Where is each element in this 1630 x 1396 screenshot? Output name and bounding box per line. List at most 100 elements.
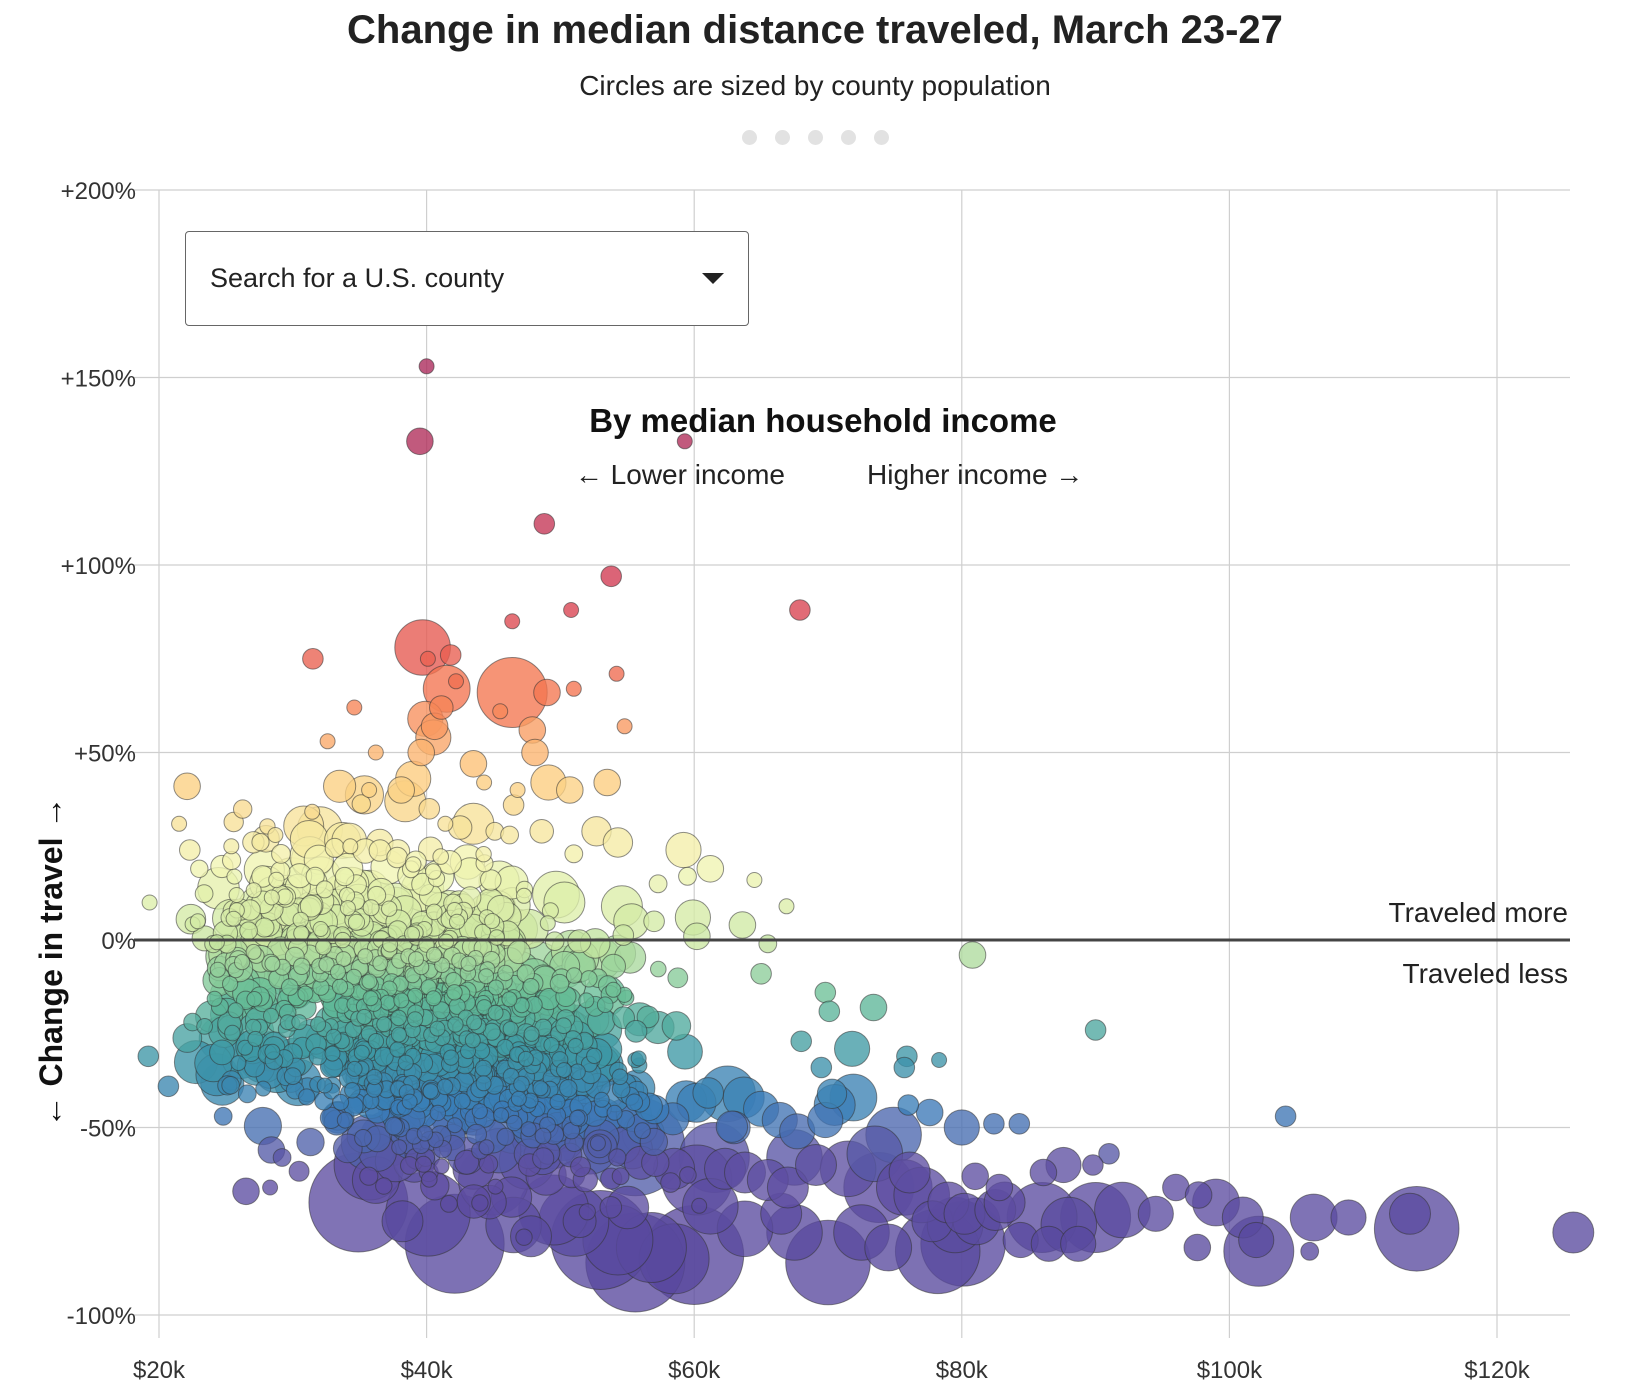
county-bubble[interactable] xyxy=(1238,1221,1275,1259)
county-bubble[interactable] xyxy=(224,1024,241,1042)
county-bubble[interactable] xyxy=(520,1121,537,1138)
county-bubble[interactable] xyxy=(515,1228,533,1246)
county-bubble[interactable] xyxy=(758,934,778,954)
county-bubble[interactable] xyxy=(602,827,634,858)
county-bubble[interactable] xyxy=(433,1158,450,1175)
county-bubble[interactable] xyxy=(475,1075,492,1092)
county-bubble[interactable] xyxy=(692,1077,725,1109)
county-bubble[interactable] xyxy=(421,1171,438,1188)
county-bubble[interactable] xyxy=(407,738,436,767)
county-bubble[interactable] xyxy=(1330,1199,1367,1236)
county-bubble[interactable] xyxy=(221,1076,240,1095)
county-bubble[interactable] xyxy=(357,948,374,965)
county-bubble[interactable] xyxy=(339,900,356,917)
county-bubble[interactable] xyxy=(506,1114,523,1132)
county-bubble[interactable] xyxy=(608,665,625,682)
county-bubble[interactable] xyxy=(447,1016,464,1033)
county-bubble[interactable] xyxy=(356,1008,373,1025)
county-bubble[interactable] xyxy=(728,911,757,939)
county-bubble[interactable] xyxy=(958,941,987,969)
county-bubble[interactable] xyxy=(353,1044,370,1061)
county-bubble[interactable] xyxy=(474,1059,493,1077)
county-bubble[interactable] xyxy=(362,899,380,917)
county-bubble[interactable] xyxy=(634,1122,651,1140)
county-bubble[interactable] xyxy=(766,1166,809,1209)
county-bubble[interactable] xyxy=(268,871,285,889)
county-bubble[interactable] xyxy=(157,1075,180,1098)
county-bubble[interactable] xyxy=(189,913,206,930)
county-bubble[interactable] xyxy=(234,954,251,971)
county-bubble[interactable] xyxy=(251,833,270,852)
county-bubble[interactable] xyxy=(500,825,520,845)
county-bubble[interactable] xyxy=(596,996,614,1014)
county-bubble[interactable] xyxy=(814,981,837,1004)
county-bubble[interactable] xyxy=(310,1016,327,1033)
county-bubble[interactable] xyxy=(504,613,521,630)
county-bubble[interactable] xyxy=(418,358,435,375)
county-bubble[interactable] xyxy=(502,794,525,816)
county-bubble[interactable] xyxy=(225,910,242,927)
county-bubble[interactable] xyxy=(429,1020,446,1037)
county-bubble[interactable] xyxy=(425,863,442,880)
county-bubble[interactable] xyxy=(578,1203,596,1221)
county-bubble[interactable] xyxy=(390,1026,407,1043)
county-bubble[interactable] xyxy=(384,1116,404,1136)
county-bubble[interactable] xyxy=(665,831,702,869)
county-bubble[interactable] xyxy=(556,776,584,804)
county-bubble[interactable] xyxy=(372,955,389,972)
county-bubble[interactable] xyxy=(298,1088,316,1106)
county-bubble[interactable] xyxy=(599,1196,623,1219)
county-bubble[interactable] xyxy=(196,1018,214,1035)
county-bubble[interactable] xyxy=(449,913,465,930)
county-bubble[interactable] xyxy=(323,769,357,803)
county-bubble[interactable] xyxy=(543,1037,560,1053)
pager-dot[interactable] xyxy=(840,130,856,145)
county-bubble[interactable] xyxy=(605,981,622,998)
county-bubble[interactable] xyxy=(263,1007,279,1024)
county-bubble[interactable] xyxy=(312,921,329,937)
county-bubble[interactable] xyxy=(206,990,223,1007)
county-bubble[interactable] xyxy=(173,772,201,801)
county-bubble[interactable] xyxy=(513,1075,530,1093)
county-bubble[interactable] xyxy=(291,1014,308,1031)
county-bubble[interactable] xyxy=(407,987,424,1004)
county-bubble[interactable] xyxy=(324,1045,341,1062)
county-bubble[interactable] xyxy=(359,1166,379,1186)
county-bubble[interactable] xyxy=(493,1107,510,1124)
county-bubble[interactable] xyxy=(346,1060,363,1077)
pager-dot[interactable] xyxy=(774,130,790,145)
county-bubble[interactable] xyxy=(624,1019,648,1043)
county-bubble[interactable] xyxy=(789,599,811,621)
county-bubble[interactable] xyxy=(367,1033,385,1050)
county-bubble[interactable] xyxy=(648,874,668,894)
county-bubble[interactable] xyxy=(373,1046,394,1067)
county-bubble[interactable] xyxy=(534,1127,552,1145)
county-bubble[interactable] xyxy=(318,956,335,973)
county-bubble[interactable] xyxy=(342,838,359,855)
county-bubble[interactable] xyxy=(580,970,598,988)
county-bubble[interactable] xyxy=(381,1200,424,1243)
county-bubble[interactable] xyxy=(237,1084,257,1104)
county-bubble[interactable] xyxy=(416,1125,434,1142)
county-bubble[interactable] xyxy=(750,963,772,985)
county-bubble[interactable] xyxy=(432,848,450,865)
county-bubble[interactable] xyxy=(331,978,349,995)
county-bubble[interactable] xyxy=(683,922,711,951)
county-bubble[interactable] xyxy=(1552,1211,1595,1254)
county-bubble[interactable] xyxy=(401,1093,418,1110)
county-bubble[interactable] xyxy=(497,964,514,982)
county-bubble[interactable] xyxy=(254,917,275,938)
county-bubble[interactable] xyxy=(715,1110,749,1143)
county-bubble[interactable] xyxy=(549,1093,566,1110)
county-bubble[interactable] xyxy=(487,1178,504,1195)
county-bubble[interactable] xyxy=(407,1011,424,1028)
county-bubble[interactable] xyxy=(263,889,280,906)
county-bubble[interactable] xyxy=(362,990,379,1007)
county-bubble[interactable] xyxy=(961,1162,990,1191)
county-bubble[interactable] xyxy=(1098,1143,1120,1165)
county-bubble[interactable] xyxy=(533,678,561,707)
county-bubble[interactable] xyxy=(438,933,455,950)
county-bubble[interactable] xyxy=(563,602,580,618)
county-bubble[interactable] xyxy=(1082,1154,1104,1176)
county-bubble[interactable] xyxy=(897,1094,920,1116)
